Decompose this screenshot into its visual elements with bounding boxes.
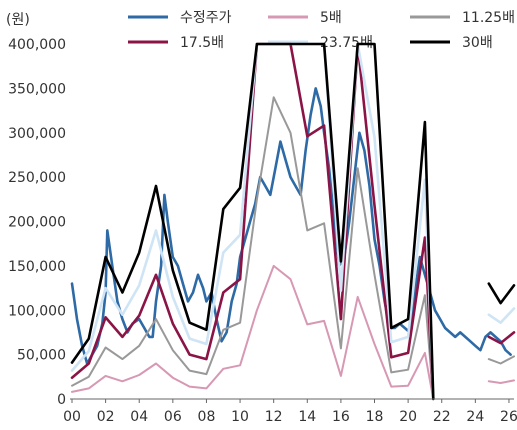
- x-tick-label: 20: [399, 409, 417, 425]
- x-tick-label: 04: [130, 409, 148, 425]
- y-tick-label: 300,000: [8, 126, 66, 142]
- x-tick-label: 12: [265, 409, 283, 425]
- y-tick-label: 100,000: [8, 303, 66, 319]
- legend: 수정주가 5배 11.25배 17.5배 23.75배 30배: [128, 10, 515, 51]
- series-line-2: [71, 96, 515, 400]
- y-axis: 400,000 350,000 300,000 250,000 200,000 150,0…: [8, 37, 66, 408]
- legend-label: 17.5배: [180, 35, 224, 51]
- x-tick-label: 00: [63, 409, 81, 425]
- legend-label: 11.25배: [462, 10, 515, 26]
- y-tick-label: 350,000: [8, 81, 66, 97]
- x-tick-label: 18: [366, 409, 384, 425]
- y-tick-label: 50,000: [17, 348, 66, 364]
- y-tick-label: 400,000: [8, 37, 66, 53]
- x-tick-label: 14: [298, 409, 316, 425]
- legend-label: 5배: [320, 10, 342, 26]
- x-tick-label: 16: [332, 409, 350, 425]
- x-tick-label: 10: [231, 409, 249, 425]
- legend-label: 23.75배: [320, 35, 373, 51]
- plot-area: [70, 42, 516, 401]
- y-tick-label: 150,000: [8, 259, 66, 275]
- legend-label: 30배: [462, 35, 493, 51]
- series-layer: [70, 42, 516, 401]
- y-tick-label: 0: [57, 392, 66, 408]
- x-tick-label: 26: [500, 409, 517, 425]
- y-tick-label: 200,000: [8, 215, 66, 231]
- y-tick-label: 250,000: [8, 170, 66, 186]
- x-tick-label: 24: [466, 409, 484, 425]
- x-tick-label: 02: [97, 409, 115, 425]
- y-unit-label: (원): [6, 12, 30, 28]
- series-line-5: [70, 42, 516, 401]
- series-line-1: [71, 264, 515, 400]
- x-tick-label: 22: [433, 409, 451, 425]
- x-axis: 00 02 04 06 08 10 12 14 16 18 20 22 24 26: [63, 399, 517, 425]
- x-tick-label: 08: [198, 409, 216, 425]
- legend-label: 수정주가: [180, 10, 232, 26]
- x-tick-label: 06: [164, 409, 182, 425]
- series-line-0: [70, 87, 512, 365]
